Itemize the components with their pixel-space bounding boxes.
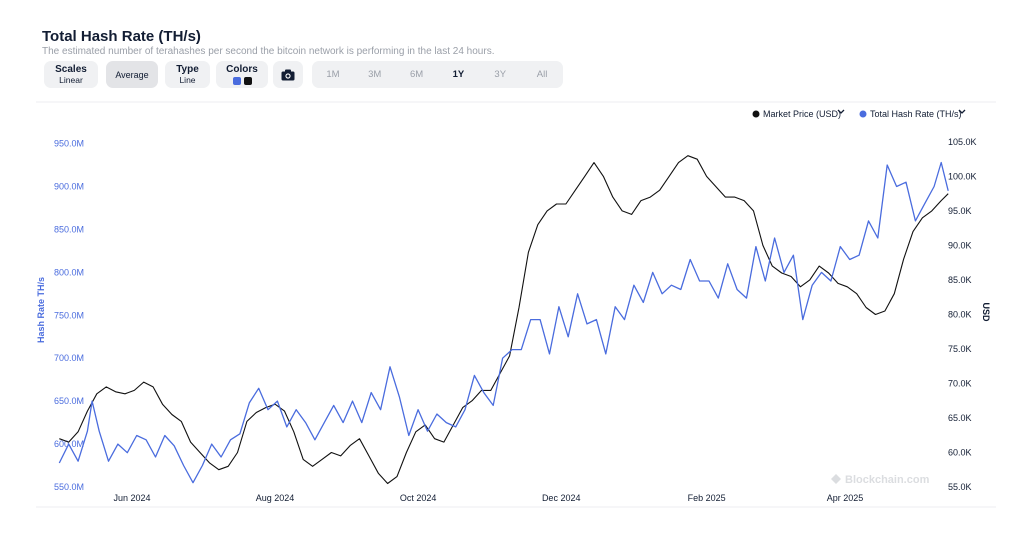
chevron-down-icon [958,109,966,114]
y-right-axis-label: USD [981,302,991,322]
range-6m[interactable]: 6M [409,69,424,80]
y-left-tick-label: 550.0M [54,482,84,492]
y-right-tick-label: 70.0K [948,378,972,388]
time-range-selector: 1M 3M 6M 1Y 3Y All [312,61,563,88]
y-left-ticks: 550.0M600.0M650.0M700.0M750.0M800.0M850.… [54,139,84,492]
series-line-hash-rate [58,161,949,484]
y-right-tick-label: 95.0K [948,206,972,216]
y-right-tick-label: 55.0K [948,482,972,492]
y-right-tick-label: 90.0K [948,240,972,250]
y-right-tick-label: 75.0K [948,344,972,354]
y-right-tick-label: 105.0K [948,137,977,147]
range-1m[interactable]: 1M [326,69,340,80]
y-right-ticks: 55.0K 60.0K 65.0K 70.0K 75.0K 80.0K 85.0K 90.0K… [948,137,977,492]
y-right-tick-label: 80.0K [948,309,972,319]
range-3y[interactable]: 3Y [494,69,507,80]
screenshot-button[interactable] [273,61,303,88]
y-left-tick-label: 750.0M [54,310,84,320]
type-label: Type [176,64,199,75]
legend-dot-market-price [752,110,760,118]
y-right-tick-label: 60.0K [948,447,972,457]
legend-item-hash-rate[interactable]: Total Hash Rate (TH/s) [859,109,966,119]
chevron-down-icon [837,109,845,114]
page-subtitle: The estimated number of terahashes per s… [42,46,495,57]
x-ticks: Jun 2024 Aug 2024 Oct 2024 Dec 2024 Feb 2025… [113,493,863,503]
y-right-tick-label: 65.0K [948,413,972,423]
x-tick-label: Feb 2025 [688,493,726,503]
colors-button[interactable]: Colors [216,61,268,88]
scales-button[interactable]: Scales Linear [44,61,98,88]
x-tick-label: Dec 2024 [542,493,581,503]
watermark: Blockchain.com [831,474,930,486]
y-left-tick-label: 800.0M [54,267,84,277]
legend-dot-hash-rate [859,110,867,118]
x-tick-label: Oct 2024 [400,493,437,503]
colors-label: Colors [226,64,258,75]
scales-value: Linear [59,75,83,85]
average-label: Average [115,69,149,80]
y-left-tick-label: 900.0M [54,182,84,192]
color-swatches [232,77,252,85]
average-button[interactable]: Average [106,61,158,88]
x-tick-label: Aug 2024 [256,493,295,503]
camera-icon [281,69,295,80]
color-swatch-hashrate[interactable] [232,77,241,85]
page-title: Total Hash Rate (TH/s) [42,28,201,45]
y-left-axis-label: Hash Rate TH/s [36,277,46,343]
legend: Market Price (USD) Total Hash Rate (TH/s… [752,109,966,119]
series-line-market-price [59,155,949,485]
type-button[interactable]: Type Line [165,61,210,88]
range-1y[interactable]: 1Y [452,69,465,80]
y-left-tick-label: 950.0M [54,139,84,149]
watermark-text: Blockchain.com [845,474,930,486]
range-3m[interactable]: 3M [368,69,382,80]
x-tick-label: Apr 2025 [827,493,864,503]
y-right-tick-label: 85.0K [948,275,972,285]
y-left-tick-label: 700.0M [54,353,84,363]
type-value: Line [179,75,196,85]
blockchain-logo-icon [831,474,841,484]
scales-label: Scales [55,64,87,75]
range-all[interactable]: All [536,69,548,80]
x-tick-label: Jun 2024 [113,493,150,503]
y-right-tick-label: 100.0K [948,171,977,181]
y-left-tick-label: 850.0M [54,224,84,234]
legend-label-market-price: Market Price (USD) [763,109,841,119]
color-swatch-price[interactable] [243,77,252,85]
legend-label-hash-rate: Total Hash Rate (TH/s) [870,109,962,119]
y-left-tick-label: 650.0M [54,396,84,406]
legend-item-market-price[interactable]: Market Price (USD) [752,109,845,119]
